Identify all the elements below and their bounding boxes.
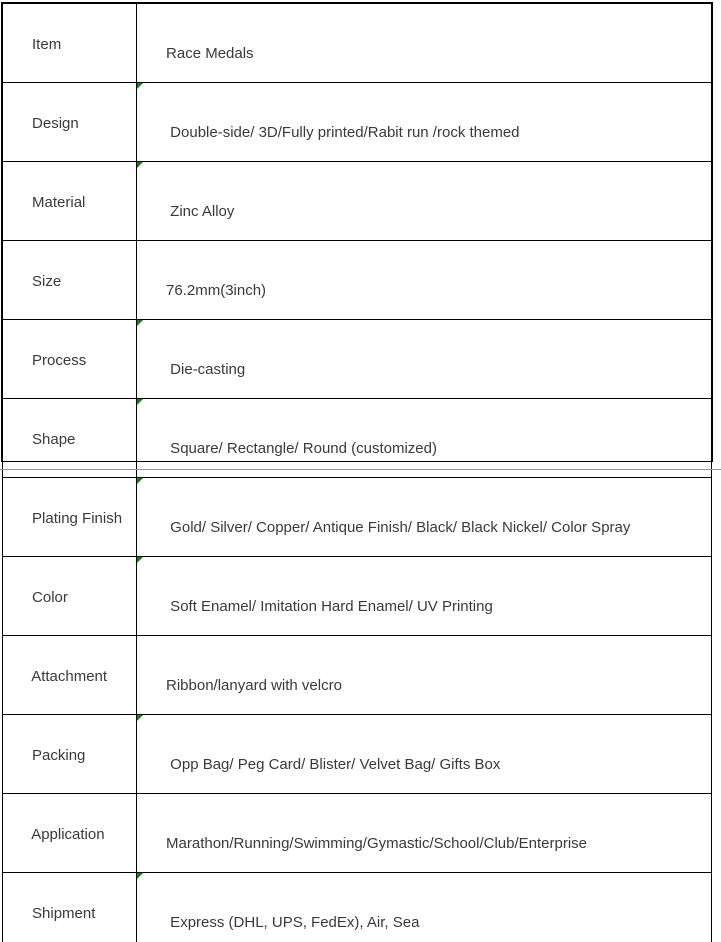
- row-label: Material: [32, 194, 85, 211]
- spec-label-cell[interactable]: Color: [3, 557, 137, 636]
- table-row: Packing Opp Bag/ Peg Card/ Blister/ Velv…: [3, 715, 712, 794]
- row-label: Process: [32, 352, 86, 369]
- spec-label-cell[interactable]: Shape: [3, 399, 137, 478]
- row-label: Packing: [32, 747, 85, 764]
- row-label: Attachment: [31, 668, 107, 685]
- row-label: Design: [32, 115, 79, 132]
- row-label: Plating Finish: [32, 510, 122, 527]
- spec-value-cell[interactable]: Express (DHL, UPS, FedEx), Air, Sea: [137, 873, 712, 942]
- table-row: Design Double-side/ 3D/Fully printed/Rab…: [3, 83, 712, 162]
- row-value-text: Gold/ Silver/ Copper/ Antique Finish/ Bl…: [166, 519, 630, 536]
- spec-value-cell[interactable]: Race Medals: [137, 4, 712, 83]
- spec-value-cell[interactable]: Gold/ Silver/ Copper/ Antique Finish/ Bl…: [137, 478, 712, 557]
- row-label: Item: [32, 36, 61, 53]
- row-label: Application: [31, 826, 104, 843]
- table-row: Process Die-casting: [3, 320, 712, 399]
- spec-value-cell[interactable]: Ribbon/lanyard with velcro: [137, 636, 712, 715]
- row-value-text: Opp Bag/ Peg Card/ Blister/ Velvet Bag/ …: [166, 756, 500, 773]
- error-marker-icon: [137, 557, 143, 563]
- table-row: Attachment Ribbon/lanyard with velcro: [3, 636, 712, 715]
- spec-value-cell[interactable]: Zinc Alloy: [137, 162, 712, 241]
- spec-table: Item Race Medals Design Double-side/ 3D/…: [2, 3, 712, 942]
- error-marker-icon: [137, 162, 143, 168]
- row-value-text: Race Medals: [166, 45, 254, 62]
- partial-gridline: [0, 469, 721, 470]
- row-value-text: Marathon/Running/Swimming/Gymastic/Schoo…: [166, 835, 587, 852]
- spec-value-cell[interactable]: Soft Enamel/ Imitation Hard Enamel/ UV P…: [137, 557, 712, 636]
- error-marker-icon: [137, 873, 143, 879]
- error-marker-icon: [137, 478, 143, 484]
- spec-sheet: Item Race Medals Design Double-side/ 3D/…: [1, 2, 713, 462]
- error-marker-icon: [137, 399, 143, 405]
- row-value-text: Express (DHL, UPS, FedEx), Air, Sea: [166, 914, 419, 931]
- spec-value-cell[interactable]: Opp Bag/ Peg Card/ Blister/ Velvet Bag/ …: [137, 715, 712, 794]
- error-marker-icon: [137, 715, 143, 721]
- error-marker-icon: [137, 83, 143, 89]
- row-value-text: Zinc Alloy: [166, 203, 234, 220]
- table-row: Plating Finish Gold/ Silver/ Copper/ Ant…: [3, 478, 712, 557]
- row-label: Color: [32, 589, 68, 606]
- error-marker-icon: [137, 320, 143, 326]
- spec-label-cell[interactable]: Material: [3, 162, 137, 241]
- spec-value-cell[interactable]: Die-casting: [137, 320, 712, 399]
- spec-label-cell[interactable]: Plating Finish: [3, 478, 137, 557]
- spec-table-body: Item Race Medals Design Double-side/ 3D/…: [3, 4, 712, 942]
- spec-label-cell[interactable]: Attachment: [3, 636, 137, 715]
- spec-value-cell[interactable]: Double-side/ 3D/Fully printed/Rabit run …: [137, 83, 712, 162]
- row-value-text: Double-side/ 3D/Fully printed/Rabit run …: [166, 124, 520, 141]
- table-row: Color Soft Enamel/ Imitation Hard Enamel…: [3, 557, 712, 636]
- spec-label-cell[interactable]: Size: [3, 241, 137, 320]
- spec-value-cell[interactable]: Marathon/Running/Swimming/Gymastic/Schoo…: [137, 794, 712, 873]
- spec-value-cell[interactable]: Square/ Rectangle/ Round (customized): [137, 399, 712, 478]
- spec-label-cell[interactable]: Application: [3, 794, 137, 873]
- spec-value-cell[interactable]: 76.2mm(3inch): [137, 241, 712, 320]
- table-row: Size 76.2mm(3inch): [3, 241, 712, 320]
- row-value-text: 76.2mm(3inch): [166, 282, 266, 299]
- table-row: Shape Square/ Rectangle/ Round (customiz…: [3, 399, 712, 478]
- row-label: Shipment: [32, 905, 95, 922]
- row-value-text: Ribbon/lanyard with velcro: [166, 677, 342, 694]
- spec-label-cell[interactable]: Packing: [3, 715, 137, 794]
- row-label: Shape: [32, 431, 75, 448]
- row-value-text: Die-casting: [166, 361, 245, 378]
- table-row: Shipment Express (DHL, UPS, FedEx), Air,…: [3, 873, 712, 942]
- row-value-text: Square/ Rectangle/ Round (customized): [166, 440, 437, 457]
- spec-label-cell[interactable]: Shipment: [3, 873, 137, 942]
- table-row: Application Marathon/Running/Swimming/Gy…: [3, 794, 712, 873]
- spec-label-cell[interactable]: Process: [3, 320, 137, 399]
- spec-label-cell[interactable]: Design: [3, 83, 137, 162]
- table-row: Material Zinc Alloy: [3, 162, 712, 241]
- spec-label-cell[interactable]: Item: [3, 4, 137, 83]
- row-label: Size: [32, 273, 61, 290]
- row-value-text: Soft Enamel/ Imitation Hard Enamel/ UV P…: [166, 598, 493, 615]
- table-row: Item Race Medals: [3, 4, 712, 83]
